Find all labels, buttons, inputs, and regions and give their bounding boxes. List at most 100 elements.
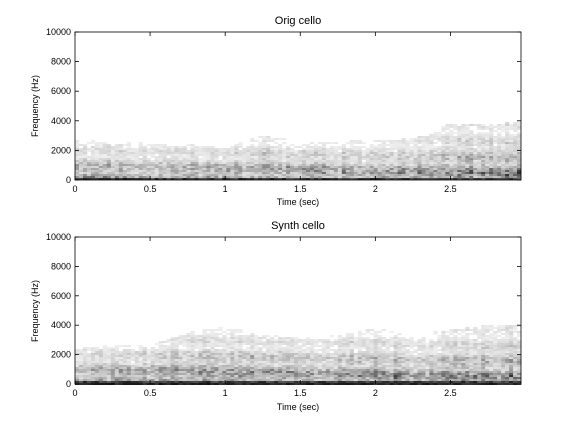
spectrogram-cell	[266, 168, 270, 170]
spectrogram-cell	[318, 363, 322, 365]
spectrogram-cell	[286, 148, 290, 150]
spectrogram-cell	[322, 379, 326, 381]
spectrogram-cell	[322, 371, 326, 373]
spectrogram-cell	[338, 148, 342, 150]
spectrogram-cell	[489, 174, 493, 176]
spectrogram-cell	[433, 142, 437, 144]
spectrogram-cell	[270, 377, 274, 379]
spectrogram-cell	[445, 357, 449, 359]
spectrogram-cell	[151, 174, 155, 176]
spectrogram-cell	[258, 347, 262, 349]
spectrogram-cell	[262, 359, 266, 361]
spectrogram-cell	[338, 349, 342, 351]
spectrogram-cell	[274, 359, 278, 361]
spectrogram-cell	[218, 365, 222, 367]
spectrogram-cell	[290, 174, 294, 176]
spectrogram-cell	[139, 351, 143, 353]
spectrogram-cell	[453, 363, 457, 365]
spectrogram-cell	[326, 150, 330, 152]
spectrogram-cell	[163, 158, 167, 160]
spectrogram-cell	[374, 176, 378, 178]
spectrogram-cell	[115, 146, 119, 148]
spectrogram-cell	[425, 375, 429, 377]
spectrogram-cell	[250, 375, 254, 377]
spectrogram-cell	[254, 162, 258, 164]
spectrogram-cell	[171, 359, 175, 361]
spectrogram-cell	[378, 160, 382, 162]
spectrogram-cell	[342, 359, 346, 361]
spectrogram-cell	[449, 347, 453, 349]
spectrogram-cell	[386, 341, 390, 343]
spectrogram-cell	[214, 172, 218, 174]
spectrogram-cell	[310, 148, 314, 150]
spectrogram-cell	[131, 150, 135, 152]
spectrogram-cell	[350, 144, 354, 146]
chart-title: Synth cello	[271, 220, 325, 232]
spectrogram-cell	[107, 367, 111, 369]
spectrogram-cell	[302, 345, 306, 347]
spectrogram-cell	[91, 379, 95, 381]
spectrogram-cell	[402, 357, 406, 359]
spectrogram-cell	[155, 166, 159, 168]
spectrogram-cell	[171, 373, 175, 375]
spectrogram-cell	[258, 172, 262, 174]
spectrogram-cell	[445, 132, 449, 134]
spectrogram-cell	[234, 357, 238, 359]
spectrogram-cell	[358, 154, 362, 156]
spectrogram-cell	[497, 365, 501, 367]
spectrogram-cell	[501, 369, 505, 371]
spectrogram-cell	[322, 150, 326, 152]
spectrogram-cell	[485, 174, 489, 176]
spectrogram-cell	[334, 369, 338, 371]
spectrogram-cell	[103, 160, 107, 162]
spectrogram-cell	[222, 156, 226, 158]
spectrogram-cell	[175, 148, 179, 150]
spectrogram-cell	[310, 361, 314, 363]
spectrogram-cell	[143, 174, 147, 176]
spectrogram-cell	[258, 381, 262, 383]
spectrogram-cell	[254, 168, 258, 170]
spectrogram-cell	[473, 359, 477, 361]
spectrogram-cell	[394, 152, 398, 154]
spectrogram-cell	[338, 174, 342, 176]
spectrogram-cell	[449, 373, 453, 375]
spectrogram-cell	[111, 381, 115, 383]
spectrogram-cell	[190, 164, 194, 166]
spectrogram-cell	[501, 156, 505, 158]
spectrogram-cell	[254, 341, 258, 343]
spectrogram-cell	[489, 345, 493, 347]
spectrogram-cell	[445, 152, 449, 154]
spectrogram-cell	[238, 168, 242, 170]
spectrogram-cell	[127, 351, 131, 353]
spectrogram-cell	[274, 381, 278, 383]
spectrogram-cell	[477, 349, 481, 351]
spectrogram-cell	[378, 154, 382, 156]
spectrogram-cell	[402, 176, 406, 178]
spectrogram-cell	[143, 367, 147, 369]
spectrogram-cell	[366, 367, 370, 369]
spectrogram-cell	[274, 154, 278, 156]
spectrogram-cell	[453, 158, 457, 160]
spectrogram-cell	[314, 174, 318, 176]
spectrogram-cell	[230, 154, 234, 156]
spectrogram-cell	[453, 371, 457, 373]
spectrogram-cell	[167, 166, 171, 168]
spectrogram-cell	[159, 176, 163, 178]
spectrogram-cell	[230, 148, 234, 150]
spectrogram-cell	[314, 156, 318, 158]
spectrogram-cell	[469, 130, 473, 132]
spectrogram-cell	[398, 357, 402, 359]
spectrogram-cell	[445, 128, 449, 130]
spectrogram-cell	[374, 331, 378, 333]
spectrogram-cell	[230, 152, 234, 154]
spectrogram-cell	[115, 162, 119, 164]
spectrogram-cell	[183, 156, 187, 158]
spectrogram-cell	[477, 162, 481, 164]
spectrogram-cell	[107, 357, 111, 359]
spectrogram-cell	[477, 351, 481, 353]
spectrogram-cell	[75, 361, 79, 363]
spectrogram-cell	[111, 359, 115, 361]
spectrogram-cell	[489, 132, 493, 134]
spectrogram-cell	[107, 160, 111, 162]
spectrogram-cell	[198, 152, 202, 154]
